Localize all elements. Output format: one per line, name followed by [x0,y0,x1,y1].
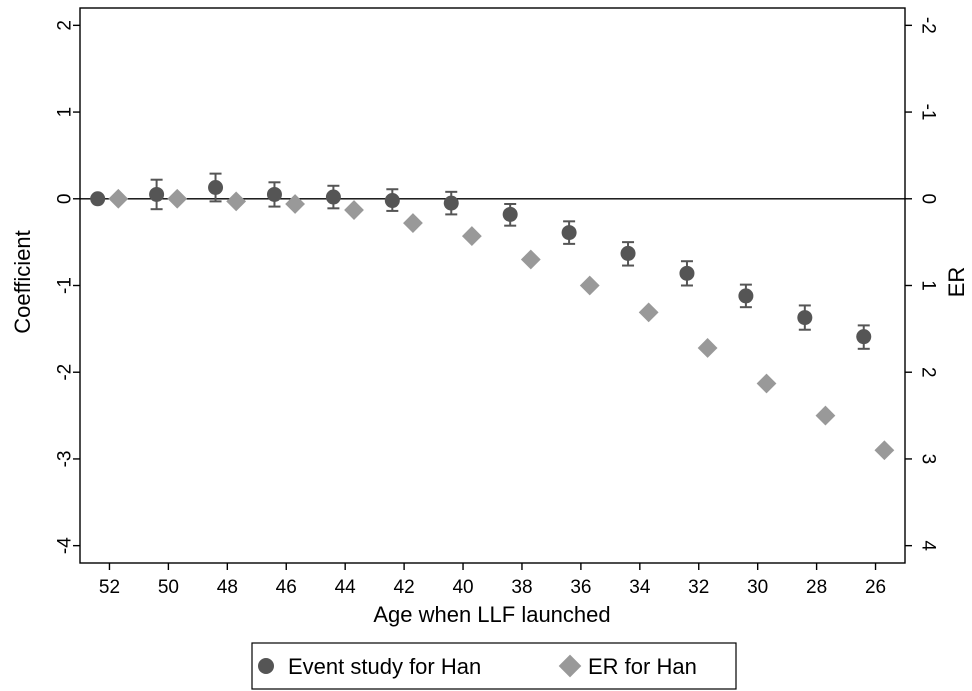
legend-event-marker [258,658,274,674]
x-tick-label: 32 [688,577,709,598]
legend-er-marker [558,654,582,678]
x-axis-title: Age when LLF launched [373,602,610,627]
y-tick-label: -2 [55,364,76,381]
y2-tick-label: 4 [917,540,938,551]
er-point [815,405,836,426]
confidence-intervals [150,172,870,350]
x-tick-label: 34 [629,577,651,598]
er-point [638,302,659,323]
er-point [874,440,895,461]
event-study-point [797,310,813,326]
y-tick-label: -1 [55,277,76,294]
y-tick-label: 0 [55,193,76,204]
x-tick-label: 44 [335,577,357,598]
event-study-point [266,186,282,202]
er-point [697,338,718,358]
event-study-point [738,288,754,304]
event-study-point [90,191,106,207]
y2-tick-label: -1 [917,104,938,121]
event-study-point [856,329,872,345]
er-point [520,249,541,270]
x-tick-label: 26 [865,577,886,598]
legend-event-label: Event study for Han [288,654,481,679]
x-tick-label: 48 [217,577,238,598]
plot-frame [79,7,906,564]
legend: Event study for Han ER for Han [251,642,737,690]
y2-tick-label: -2 [917,17,938,34]
er-point [167,188,188,209]
y-tick-label: -4 [55,537,76,554]
plot-area [79,7,906,564]
legend-box [251,642,737,690]
y-tick-label: -3 [55,450,76,467]
event-study-point [443,195,459,211]
y-axis-title: Coefficient [10,230,35,334]
er-series [108,188,895,461]
y-tick-label: 2 [55,20,76,31]
event-study-point [679,265,695,281]
er-point [285,194,305,214]
er-point [403,213,423,233]
er-point [756,373,777,394]
x-tick-label: 36 [570,577,591,598]
er-point [461,226,482,246]
er-point [108,188,129,209]
x-tick-label: 46 [276,577,297,598]
event-study-point [561,225,577,241]
y2-tick-label: 3 [917,454,938,465]
event-study-point [384,193,400,209]
x-tick-label: 40 [452,577,473,598]
x-tick-label: 50 [158,577,179,598]
event-study-point [325,189,341,205]
event-study-point [149,186,165,202]
y2-tick-label: 1 [917,280,938,291]
x-tick-label: 38 [511,577,532,598]
legend-er-label: ER for Han [588,654,697,679]
er-point [344,200,364,220]
x-tick-label: 42 [394,577,415,598]
x-tick-label: 30 [747,577,768,598]
er-point [579,275,600,296]
y2-axis-title: ER [944,267,969,298]
event-study-point [620,245,636,261]
event-study-point [208,180,224,196]
er-point [226,191,247,212]
x-tick-label: 28 [806,577,827,598]
y2-tick-label: 2 [917,367,938,378]
event-study-point [502,206,518,222]
y2-tick-label: 0 [917,193,938,204]
event-study-series [90,180,872,345]
y-tick-label: 1 [55,107,76,118]
x-tick-label: 52 [99,577,120,598]
